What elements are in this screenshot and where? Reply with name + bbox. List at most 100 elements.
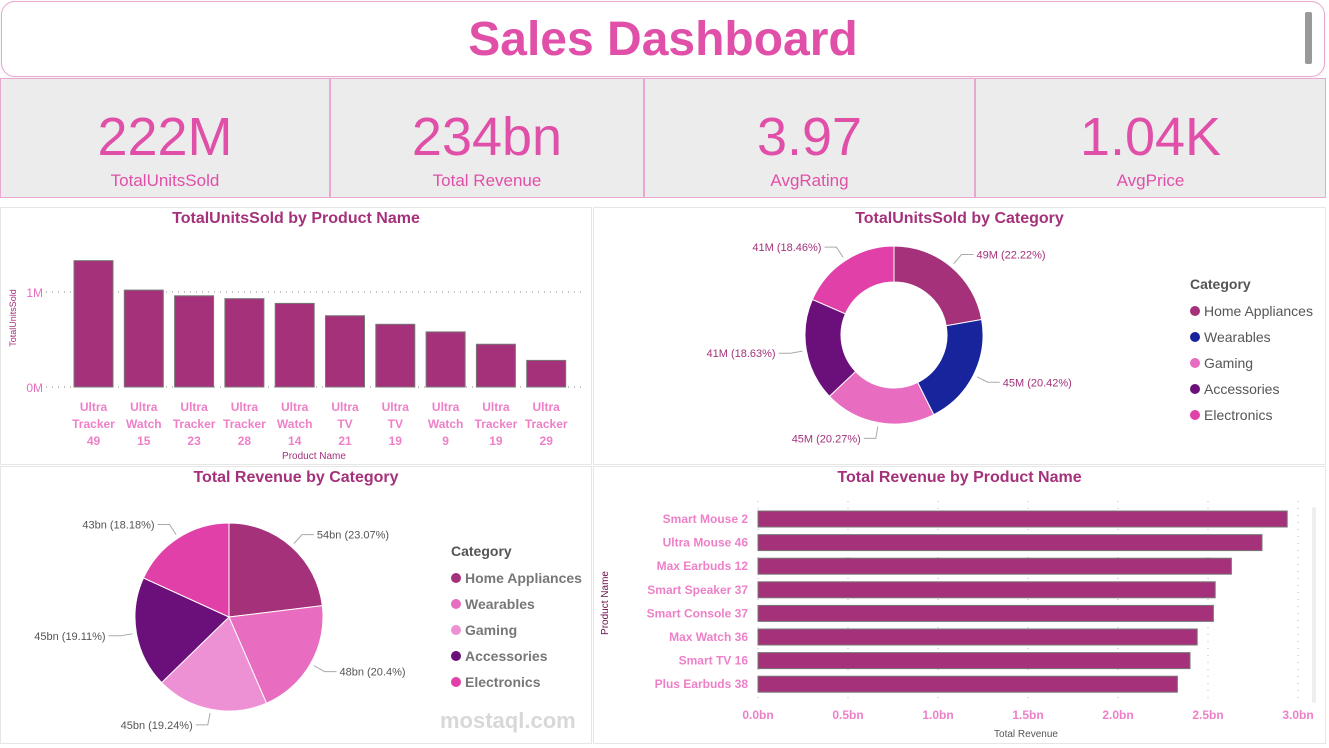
x-tick-label: Ultra (130, 400, 158, 414)
slice-gaming (160, 616, 268, 712)
bar (174, 295, 215, 388)
leader-line (293, 534, 314, 544)
legend-item[interactable]: Wearables (1190, 324, 1313, 350)
legend-dot-icon (451, 573, 461, 583)
leader-line (953, 254, 974, 265)
leader-line (157, 523, 177, 535)
x-tick-label: Ultra (432, 400, 460, 414)
kpi-card-rating: 3.97 AvgRating (644, 78, 975, 198)
kpi-card-units: 222M TotalUnitsSold (0, 78, 330, 198)
x-tick-label: 15 (137, 434, 151, 448)
chart-title: TotalUnitsSold by Category (855, 210, 1064, 227)
x-tick-label: 2.0bn (1102, 708, 1133, 722)
data-label: 41M (18.63%) (706, 348, 775, 360)
y-tick-label: Smart Console 37 (647, 606, 749, 620)
bar (757, 628, 1198, 646)
y-axis-title: TotalUnitsSold (8, 289, 18, 347)
data-label: 45M (20.27%) (792, 433, 861, 445)
legend-dot-icon (1190, 332, 1200, 342)
y-tick-label: Smart Speaker 37 (647, 583, 748, 597)
data-label: 45bn (19.11%) (34, 631, 105, 643)
legend-item[interactable]: Gaming (1190, 350, 1313, 376)
data-label: 54bn (23.07%) (317, 530, 389, 542)
data-label: 41M (18.46%) (752, 242, 821, 254)
units-by-category-panel: TotalUnitsSold by Category 49M (22.22%) 4… (593, 207, 1326, 465)
leader-line (778, 350, 803, 354)
units-by-product-chart: 0M 1M TotalUnitsSold Ultra Tracker 49 Ultra Wat… (8, 260, 586, 462)
y-tick-label: Smart Mouse 2 (663, 512, 749, 526)
leader-line (824, 246, 844, 258)
legend-label: Wearables (1204, 329, 1271, 345)
revenue-by-product-panel: Total Revenue by Product Name 0.0bn 0.5bn… (593, 466, 1326, 744)
x-tick-label: Ultra (80, 400, 108, 414)
legend-label: Wearables (465, 596, 535, 612)
leader-line (195, 713, 211, 726)
x-axis-title: Total Revenue (994, 729, 1058, 740)
x-tick-label: 1.5bn (1012, 708, 1043, 722)
legend-title: Category (451, 543, 512, 559)
x-tick-label: TV (337, 417, 352, 431)
slice-wearables (916, 318, 984, 416)
x-tick-label: Tracker (72, 417, 115, 431)
data-label: 49M (22.22%) (976, 250, 1045, 262)
revenue-by-category-panel: Total Revenue by Category 54bn (23.07%) 4… (0, 466, 592, 744)
legend-item[interactable]: Home Appliances (1190, 298, 1313, 324)
data-label: 48bn (20.4%) (339, 667, 405, 679)
x-tick-label: 49 (87, 434, 101, 448)
x-tick-label: 19 (489, 434, 503, 448)
units-by-product-panel: TotalUnitsSold by Product Name 0M 1M Total… (0, 207, 592, 465)
y-tick-label: 1M (26, 286, 43, 300)
legend-label: Home Appliances (1204, 303, 1313, 319)
data-label: 45bn (19.24%) (121, 720, 193, 732)
kpi-label: AvgPrice (1116, 171, 1185, 190)
scrollbar (1312, 507, 1316, 703)
chart-title: Total Revenue by Category (193, 469, 399, 486)
x-tick-label: 19 (389, 434, 403, 448)
bar (274, 302, 315, 388)
x-axis-title: Product Name (282, 451, 346, 462)
legend-item[interactable]: Electronics (451, 669, 582, 695)
page-title: Sales Dashboard (468, 13, 858, 66)
kpi-label: AvgRating (770, 171, 849, 190)
data-label: 43bn (18.18%) (82, 519, 154, 531)
x-tick-label: TV (388, 417, 403, 431)
legend-item[interactable]: Wearables (451, 591, 582, 617)
kpi-value: 222M (97, 107, 233, 167)
legend-label: Electronics (1204, 407, 1273, 423)
x-tick-label: Tracker (475, 417, 518, 431)
legend-label: Home Appliances (465, 570, 582, 586)
legend-label: Accessories (465, 648, 548, 664)
x-tick-label: 9 (442, 434, 449, 448)
legend-item[interactable]: Accessories (451, 643, 582, 669)
bar (757, 534, 1263, 552)
bar (224, 298, 265, 388)
x-tick-label: 14 (288, 434, 302, 448)
legend-label: Gaming (465, 622, 518, 638)
revenue-by-category-pie: 54bn (23.07%) 48bn (20.4%) 45bn (19.24%) 45… (34, 519, 405, 732)
x-tick-label: Watch (126, 417, 162, 431)
slice-wearables (228, 605, 324, 704)
scrollbar[interactable] (1305, 12, 1312, 64)
legend-item[interactable]: Gaming (451, 617, 582, 643)
bar (757, 675, 1178, 693)
leader-line (863, 426, 879, 439)
legend: Category Home Appliances Wearables Gaming Ac… (451, 543, 582, 695)
legend-item[interactable]: Accessories (1190, 376, 1313, 402)
legend: Category Home Appliances Wearables Gaming Ac… (1190, 276, 1313, 428)
watermark: mostaql.com (440, 708, 576, 733)
legend-item[interactable]: Electronics (1190, 402, 1313, 428)
y-tick-label: Plus Earbuds 38 (655, 677, 749, 691)
legend-dot-icon (1190, 358, 1200, 368)
leader-line (108, 633, 133, 637)
legend-label: Accessories (1204, 381, 1280, 397)
slice-home-appliances (893, 245, 983, 327)
bar (73, 260, 114, 388)
legend-item[interactable]: Home Appliances (451, 565, 582, 591)
legend-dot-icon (451, 677, 461, 687)
legend-label: Gaming (1204, 355, 1254, 371)
legend-dot-icon (451, 651, 461, 661)
bar (757, 510, 1288, 528)
bar (757, 652, 1191, 670)
bar (757, 557, 1232, 575)
bar (757, 581, 1216, 599)
